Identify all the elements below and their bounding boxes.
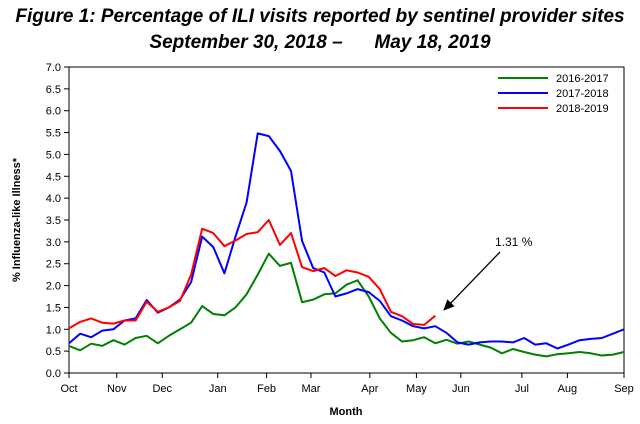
y-tick-label: 5.0 [46, 149, 61, 161]
x-tick-label: Dec [152, 383, 172, 395]
x-tick-label: May [406, 383, 427, 395]
x-tick-label: Mar [302, 383, 321, 395]
annotation-arrow-head [443, 299, 455, 311]
annotation-arrow-shaft [446, 251, 501, 308]
x-tick-label: Oct [60, 383, 77, 395]
series-line-2017-2018 [68, 132, 625, 350]
chart-subtitle: September 30, 2018 – May 18, 2019 [149, 32, 491, 53]
x-tick-label: Jul [515, 383, 529, 395]
legend: 2016-2017 2017-2018 2018-2019 [498, 73, 609, 115]
legend-label-2018-2019: 2018-2019 [556, 103, 609, 115]
y-axis: 0.0 0.5 1.0 1.5 2.0 2.5 3.0 3.5 4.0 4.5 5.0 5.5 6.0 6… [46, 62, 69, 380]
annotation: 1.31 % [443, 235, 533, 311]
y-tick-label: 1.5 [46, 302, 61, 314]
x-tick-label: Feb [257, 383, 276, 395]
y-tick-label: 2.0 [46, 281, 61, 293]
series-line-2016-2017 [68, 252, 625, 358]
y-tick-label: 7.0 [46, 62, 61, 74]
y-tick-label: 4.5 [46, 171, 61, 183]
x-tick-label: Sep [614, 383, 634, 395]
chart-title: Figure 1: Percentage of ILI visits repor… [15, 6, 625, 27]
series-lines [68, 132, 625, 358]
x-tick-label: Aug [558, 383, 578, 395]
x-tick-label: Apr [361, 383, 378, 395]
x-tick-label: Nov [107, 383, 127, 395]
y-tick-label: 0.0 [46, 368, 61, 380]
y-tick-label: 6.0 [46, 106, 61, 118]
y-tick-label: 6.5 [46, 84, 61, 96]
y-tick-label: 0.5 [46, 346, 61, 358]
y-tick-label: 5.5 [46, 128, 61, 140]
plot-area-frame [68, 66, 625, 374]
x-tick-label: Jan [209, 383, 227, 395]
x-axis: Oct Nov Dec Jan Feb Mar Apr May Jun Jul Aug Sep [60, 373, 634, 395]
legend-label-2017-2018: 2017-2018 [556, 88, 609, 100]
y-axis-label: % Influenza-like Illness* [11, 157, 23, 282]
annotation-label: 1.31 % [495, 235, 533, 249]
y-tick-label: 3.0 [46, 237, 61, 249]
x-tick-label: Jun [452, 383, 470, 395]
x-axis-label: Month [330, 406, 363, 418]
series-line-2018-2019 [68, 219, 436, 330]
y-tick-label: 3.5 [46, 215, 61, 227]
y-tick-label: 4.0 [46, 193, 61, 205]
y-tick-label: 1.0 [46, 324, 61, 336]
legend-label-2016-2017: 2016-2017 [556, 73, 609, 85]
y-tick-label: 2.5 [46, 259, 61, 271]
